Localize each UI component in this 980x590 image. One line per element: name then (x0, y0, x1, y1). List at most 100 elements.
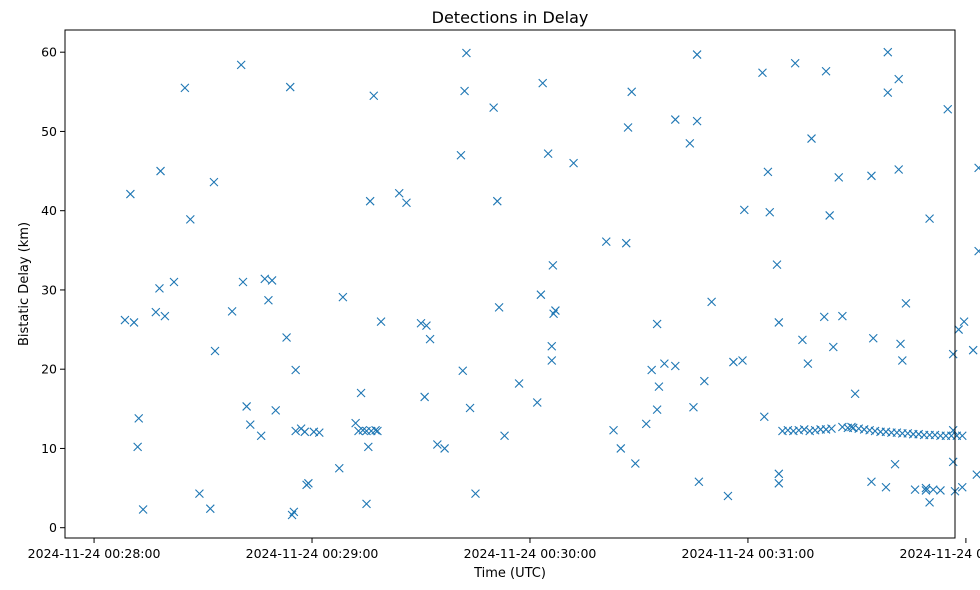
data-point (694, 477, 704, 487)
data-point (925, 497, 934, 507)
data-point (180, 83, 190, 93)
data-point (729, 357, 738, 367)
y-axis-ticks: 0 10 20 30 40 50 60 (41, 45, 65, 535)
data-point (365, 196, 375, 206)
data-point (890, 459, 900, 469)
data-point (289, 507, 299, 517)
data-point (210, 346, 220, 356)
data-point (362, 499, 371, 509)
data-point (569, 158, 578, 168)
data-point (547, 356, 557, 365)
data-point (654, 382, 664, 392)
data-point (371, 425, 380, 435)
data-point (738, 356, 747, 365)
data-point (883, 47, 893, 57)
x-tick-label: 2024-11-24 00:29:00 (246, 546, 379, 561)
y-tick-label: 40 (41, 203, 57, 218)
data-point (264, 295, 273, 305)
data-point (440, 444, 450, 453)
data-point (765, 207, 775, 217)
data-point (952, 431, 962, 441)
data-point (314, 428, 324, 437)
data-point (402, 198, 411, 208)
data-point (536, 290, 546, 300)
x-axis-label: Time (UTC) (473, 566, 546, 581)
data-point (543, 149, 553, 159)
data-point (169, 277, 179, 287)
data-point (974, 246, 980, 256)
data-point (763, 167, 773, 177)
data-point (500, 431, 509, 441)
data-point (819, 312, 829, 322)
data-point (954, 325, 964, 334)
data-point (609, 425, 618, 435)
data-point (925, 214, 934, 224)
data-point (825, 211, 835, 220)
data-point (369, 91, 379, 101)
data-point (707, 297, 717, 307)
data-point (834, 173, 844, 182)
axes-frame (64, 29, 956, 539)
data-point (458, 366, 468, 376)
data-point (155, 283, 164, 293)
data-point (799, 425, 809, 434)
data-points (120, 47, 980, 520)
data-point (692, 116, 702, 126)
data-point (489, 103, 499, 113)
data-point (291, 365, 301, 375)
data-point (156, 166, 165, 176)
data-point (894, 74, 904, 84)
data-point (897, 356, 907, 365)
data-point (238, 277, 248, 287)
data-point (256, 431, 266, 441)
data-point (883, 88, 893, 97)
data-point (195, 489, 204, 499)
data-point (227, 306, 237, 316)
data-point (547, 341, 557, 351)
axes-background (65, 30, 955, 538)
data-point (416, 318, 426, 328)
data-point (774, 478, 784, 488)
data-point (245, 420, 255, 430)
data-point (209, 177, 219, 187)
data-point (943, 104, 953, 114)
data-point (652, 319, 662, 329)
data-point (641, 419, 651, 429)
x-tick-label: 2024-11-24 00:32:00 (900, 546, 980, 561)
data-point (867, 171, 876, 181)
data-point (647, 365, 657, 375)
data-point (948, 349, 958, 359)
data-point (772, 260, 782, 269)
data-point (532, 398, 542, 407)
data-point (798, 335, 807, 345)
data-point (394, 188, 404, 198)
data-point (494, 302, 504, 312)
data-point (850, 389, 860, 399)
data-point (134, 413, 144, 423)
data-point (291, 426, 301, 436)
data-point (303, 478, 313, 488)
data-point (807, 134, 816, 143)
data-point (910, 485, 920, 495)
data-point (739, 205, 749, 215)
data-point (827, 424, 836, 434)
data-point (623, 123, 633, 132)
data-point (774, 318, 784, 327)
data-point (185, 215, 195, 224)
data-point (282, 333, 291, 342)
data-point (881, 482, 891, 492)
y-tick-label: 50 (41, 124, 57, 139)
data-point (692, 50, 702, 59)
data-point (790, 58, 800, 68)
data-point (138, 505, 148, 514)
data-point (432, 440, 442, 449)
data-point (959, 317, 969, 327)
data-point (928, 485, 938, 495)
x-tick-label: 2024-11-24 00:31:00 (682, 546, 815, 561)
data-point (670, 115, 680, 124)
data-point (242, 402, 252, 411)
data-point (267, 276, 277, 285)
data-point (425, 334, 435, 344)
data-point (356, 388, 366, 398)
